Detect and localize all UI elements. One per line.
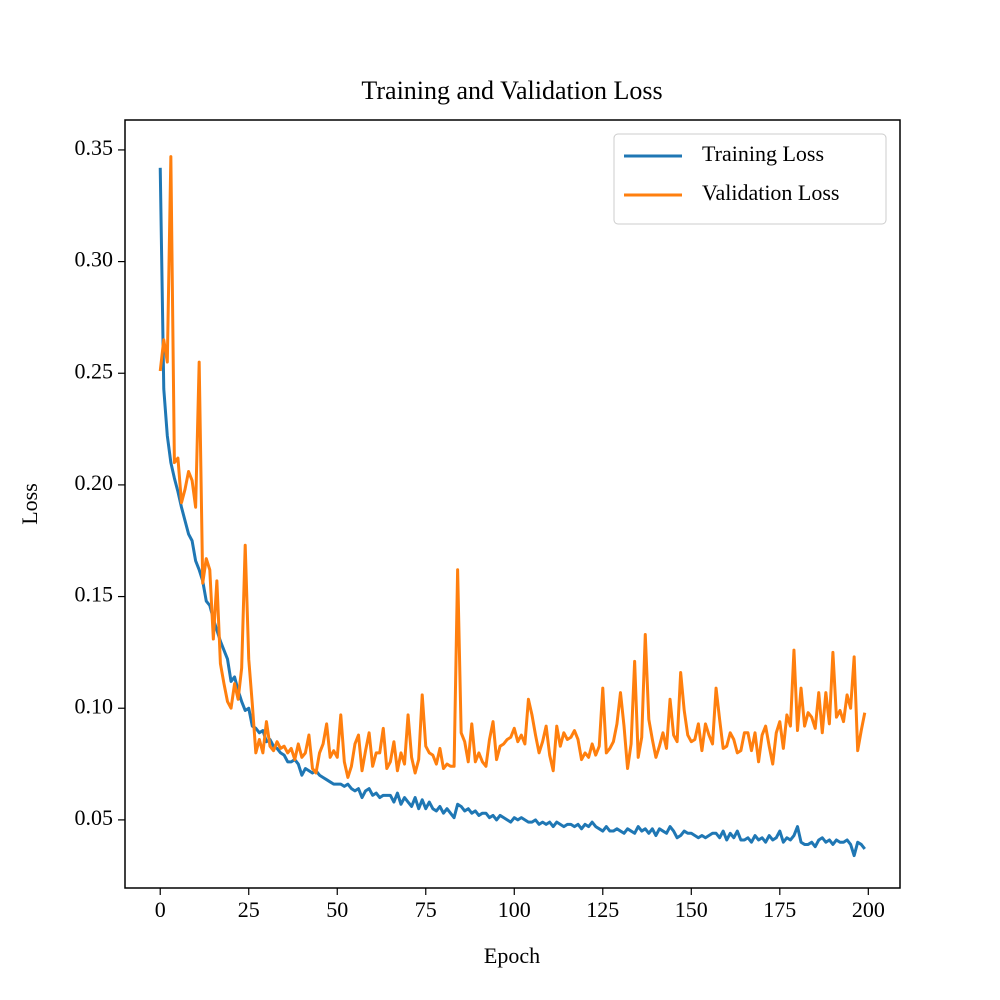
y-tick-label: 0.05	[75, 805, 114, 830]
y-tick-label: 0.10	[75, 693, 114, 718]
chart-title: Training and Validation Loss	[361, 76, 662, 105]
y-tick-label: 0.30	[75, 247, 114, 272]
x-tick-label: 75	[415, 897, 437, 922]
x-tick-label: 175	[763, 897, 796, 922]
x-tick-label: 100	[498, 897, 531, 922]
y-tick-label: 0.20	[75, 470, 114, 495]
y-tick-label: 0.15	[75, 582, 114, 607]
plot-frame	[124, 119, 901, 889]
legend-label: Validation Loss	[702, 180, 840, 205]
line-series	[158, 155, 867, 779]
x-tick-label: 0	[155, 897, 166, 922]
x-tick-label: 200	[852, 897, 885, 922]
x-tick-label: 150	[675, 897, 708, 922]
legend-label: Training Loss	[702, 141, 824, 166]
y-tick-label: 0.25	[75, 358, 114, 383]
x-axis-label: Epoch	[484, 943, 540, 968]
y-tick-label: 0.35	[75, 135, 114, 160]
line-series	[158, 167, 866, 858]
x-tick-label: 125	[586, 897, 619, 922]
x-tick-label: 25	[238, 897, 260, 922]
y-axis-label: Loss	[17, 483, 42, 525]
x-tick-label: 50	[326, 897, 348, 922]
